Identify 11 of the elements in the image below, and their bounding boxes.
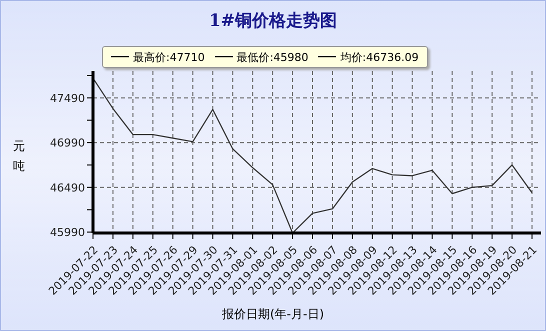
y-tick-label: 47490: [50, 92, 85, 105]
chart-title: 1#铜价格走势图: [208, 10, 338, 32]
y-tick-label: 46990: [50, 136, 85, 150]
text: 最高价:47710: [133, 50, 205, 64]
line-series: [93, 78, 533, 233]
text: 最低价:45980: [236, 50, 308, 64]
y-tick-label: 45990: [50, 226, 85, 240]
text: 均价:46736.09: [340, 50, 419, 64]
x-axis-title: 报价日期(年-月-日): [220, 306, 326, 323]
y-tick-label: 46490: [50, 181, 85, 194]
y-axis-title: 元吨: [12, 138, 26, 175]
